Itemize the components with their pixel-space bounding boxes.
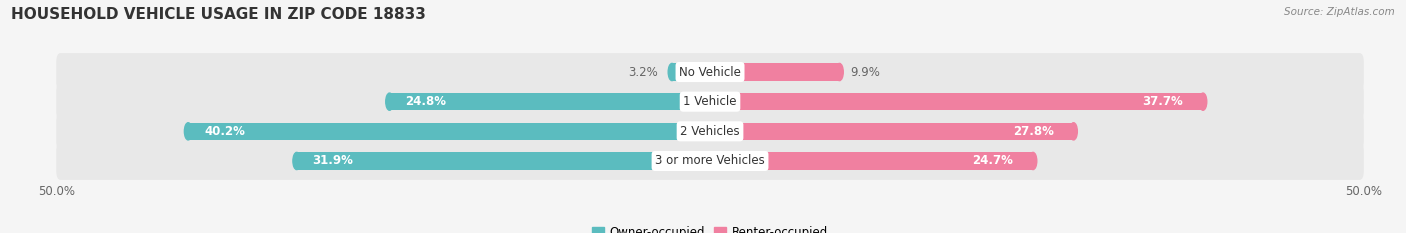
Bar [714,93,1204,110]
Text: 24.8%: 24.8% [405,95,446,108]
Text: 40.2%: 40.2% [204,125,245,138]
Text: No Vehicle: No Vehicle [679,65,741,79]
Text: 1 Vehicle: 1 Vehicle [683,95,737,108]
Text: 31.9%: 31.9% [312,154,353,168]
FancyBboxPatch shape [56,142,1364,180]
Legend: Owner-occupied, Renter-occupied: Owner-occupied, Renter-occupied [586,221,834,233]
Circle shape [1070,123,1077,140]
Circle shape [385,93,394,110]
Circle shape [706,123,714,140]
FancyBboxPatch shape [56,83,1364,121]
Text: 3 or more Vehicles: 3 or more Vehicles [655,154,765,168]
Text: HOUSEHOLD VEHICLE USAGE IN ZIP CODE 18833: HOUSEHOLD VEHICLE USAGE IN ZIP CODE 1883… [11,7,426,22]
Text: 3.2%: 3.2% [628,65,658,79]
Text: 24.7%: 24.7% [973,154,1014,168]
Circle shape [668,63,676,81]
Text: 27.8%: 27.8% [1014,125,1054,138]
Circle shape [710,152,717,170]
Circle shape [1199,93,1206,110]
Text: 37.7%: 37.7% [1143,95,1184,108]
Bar [188,123,710,140]
Bar [672,63,710,81]
Circle shape [706,63,714,81]
Text: 2 Vehicles: 2 Vehicles [681,125,740,138]
Bar [389,93,710,110]
FancyBboxPatch shape [56,112,1364,150]
Bar [297,152,710,170]
Circle shape [710,93,717,110]
FancyBboxPatch shape [56,53,1364,91]
Circle shape [835,63,844,81]
Bar [714,152,1033,170]
Text: 9.9%: 9.9% [851,65,880,79]
Circle shape [710,123,717,140]
Circle shape [706,152,714,170]
Circle shape [710,63,717,81]
Bar [714,63,839,81]
Bar [714,123,1074,140]
Text: Source: ZipAtlas.com: Source: ZipAtlas.com [1284,7,1395,17]
Circle shape [706,93,714,110]
Circle shape [1029,152,1036,170]
Circle shape [184,123,193,140]
Circle shape [292,152,301,170]
